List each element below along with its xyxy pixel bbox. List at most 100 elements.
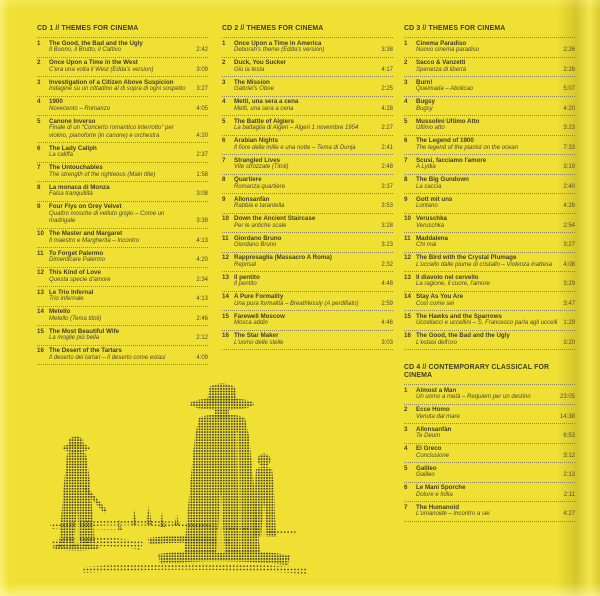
track-subtitle-row: Rabbia e tarantella 3:53 [222, 203, 393, 211]
track-title: The Mission [234, 78, 270, 86]
track-subtitle: Un uomo a metà – Requiem per un destino [416, 394, 531, 400]
track-title: Scusi, facciamo l'amore [416, 156, 487, 164]
track-duration: 2:40 [563, 183, 575, 190]
track-duration: 3:27 [563, 242, 575, 248]
track-duration: 6:53 [563, 433, 575, 439]
track-number: 15 [404, 312, 411, 320]
track-title-row: 5 Canone Inverso [37, 118, 208, 126]
track-title-row: 10 Veruschka [404, 215, 575, 223]
track-subtitle: Così come sei [416, 300, 455, 307]
track-title-row: 2 Duck, You Sucker [222, 59, 393, 67]
track-subtitle: Metello (Tema titoli) [49, 315, 102, 322]
track-duration: 4:20 [563, 105, 575, 112]
track-subtitle: Veruschka [416, 222, 445, 229]
track-subtitle: Falsa tranquillità [49, 191, 93, 197]
figure-right [253, 453, 276, 537]
track-subtitle: Indagine su un cittadino al di sopra di … [49, 86, 186, 92]
track-duration: 2:26 [563, 47, 575, 53]
track-number: 8 [222, 176, 226, 183]
track-subtitle-row: L'estasi dell'oro 3:20 [404, 340, 575, 348]
track-subtitle-row: Gabriel's Oboe 2:25 [222, 86, 393, 94]
track-title: Duck, You Sucker [234, 59, 287, 66]
track-title-row: 14 A Pure Formality [222, 293, 393, 301]
track-row: 15 The Most Beautiful Wife La moglie più b… [37, 326, 208, 346]
track-number: 4 [404, 98, 408, 105]
track-number: 8 [37, 183, 41, 191]
track-title-row: 14 Metello [37, 308, 208, 316]
track-duration: 3:19 [563, 164, 575, 170]
track-number: 4 [404, 445, 408, 452]
track-number: 13 [37, 288, 44, 296]
track-title-row: 4 El Greco [404, 445, 575, 453]
track-row: 9 Gott mit uns Lontano 4:26 [404, 194, 575, 214]
track-duration: 4:13 [196, 237, 208, 244]
track-row: 3 Investigation of a Citizen Above Suspic… [37, 77, 208, 97]
track-title: Metello [49, 308, 71, 315]
track-row: 11 To Forget Palermo Dimenticare Palermo 4:… [37, 248, 208, 268]
track-subtitle-row: Ultimo atto 3:23 [404, 125, 575, 133]
track-subtitle-row: Venuta dal mare 14:38 [404, 414, 575, 422]
track-title: Four Flys on Grey Velvet [49, 203, 122, 210]
track-subtitle: Il Buono, il Brutto, il Cattivo [49, 47, 122, 53]
track-row: 6 Le Mani Sporche Dolore e follia 2:11 [404, 483, 575, 502]
track-title-row: 12 The Bird with the Crystal Plumage [404, 254, 575, 262]
track-row: 12 The Bird with the Crystal Plumage L'ucc… [404, 253, 575, 272]
disc-title: CD 3 // THEMES FOR CINEMA [404, 23, 575, 38]
track-duration: 2:37 [196, 152, 208, 158]
track-subtitle: Dimenticare Palermo [49, 257, 106, 263]
track-title: Bugsy [416, 98, 435, 105]
track-row: 3 Allonsanfàn Te Deum 6:53 [404, 424, 575, 444]
track-number: 5 [404, 464, 408, 472]
track-duration: 4:09 [196, 354, 208, 361]
track-title: Il diavolo nel cervello [416, 273, 479, 281]
track-subtitle-row: La califfa 2:37 [37, 152, 208, 160]
track-row: 2 Once Upon a Time in the West C'era una v… [37, 58, 208, 77]
track-subtitle: L'uomo delle stelle [234, 339, 284, 346]
track-title: Metti, una sera a cena [234, 98, 299, 105]
track-duration: 2:41 [381, 144, 393, 151]
track-subtitle-row: La caccia 2:40 [404, 184, 575, 192]
track-subtitle: The legend of the pianist on the ocean [416, 144, 519, 151]
track-subtitle: Bugsy [416, 105, 433, 112]
figure-center [184, 383, 260, 553]
track-subtitle: Per le antiche scale [234, 222, 287, 229]
track-title: The Master and Margaret [49, 230, 123, 237]
track-subtitle-row: La ragione, il cuore, l'amore 3:29 [404, 281, 575, 289]
track-subtitle: Ultimo atto [416, 125, 445, 131]
track-subtitle: Uccellacci e uccellini – S. Francesco pa… [416, 320, 558, 326]
track-subtitle: La ragione, il cuore, l'amore [416, 281, 490, 287]
track-row: 1 Almost a Man Un uomo a metà – Requiem pe… [404, 385, 575, 405]
track-subtitle: Giù la testa [234, 66, 265, 73]
track-duration: 3:23 [381, 242, 393, 248]
track-number: 7 [404, 156, 408, 164]
track-subtitle: Speranza di libertà [416, 66, 467, 73]
track-number: 11 [37, 249, 44, 257]
track-title: Down the Ancient Staircase [234, 215, 316, 222]
track-subtitle-row: Romanza quartiere 3:37 [222, 184, 393, 192]
track-row: 5 Galileo Galileo 2:13 [404, 463, 575, 483]
track-title: Canone Inverso [49, 117, 96, 125]
track-subtitle-row: Galileo 2:13 [404, 472, 575, 480]
track-subtitle: La califfa [49, 152, 74, 158]
track-title: Stay As You Are [416, 293, 464, 300]
track-subtitle-row: Nuovo cinema paradiso 2:26 [404, 47, 575, 55]
track-duration: 3:09 [196, 66, 208, 73]
track-subtitle-row: L'uomo delle stelle 3:03 [222, 340, 393, 348]
track-title: Sacco & Vanzetti [416, 59, 466, 66]
track-title: The Legend of 1900 [416, 137, 474, 144]
track-duration: 3:23 [563, 125, 575, 131]
track-row: 5 Canone Inverso Finale di un “Concerto ro… [37, 116, 208, 143]
track-subtitle-row: Trio infernale 4:13 [37, 296, 208, 304]
track-title-row: 4 1900 [37, 98, 208, 106]
track-duration: 2:13 [563, 472, 575, 478]
track-duration: 4:28 [381, 105, 393, 112]
track-row: 10 Down the Ancient Staircase Per le antic… [222, 214, 393, 233]
track-title: Allonsanfàn [416, 425, 452, 433]
track-subtitle: The strength of the righteous (Main titl… [49, 171, 156, 178]
track-title-row: 7 Scusi, facciamo l'amore [404, 157, 575, 165]
track-row: 6 Arabian Nights Il fiore delle mille e un… [222, 136, 393, 155]
track-number: 5 [37, 117, 41, 125]
track-number: 6 [404, 137, 408, 144]
track-number: 15 [37, 327, 44, 335]
